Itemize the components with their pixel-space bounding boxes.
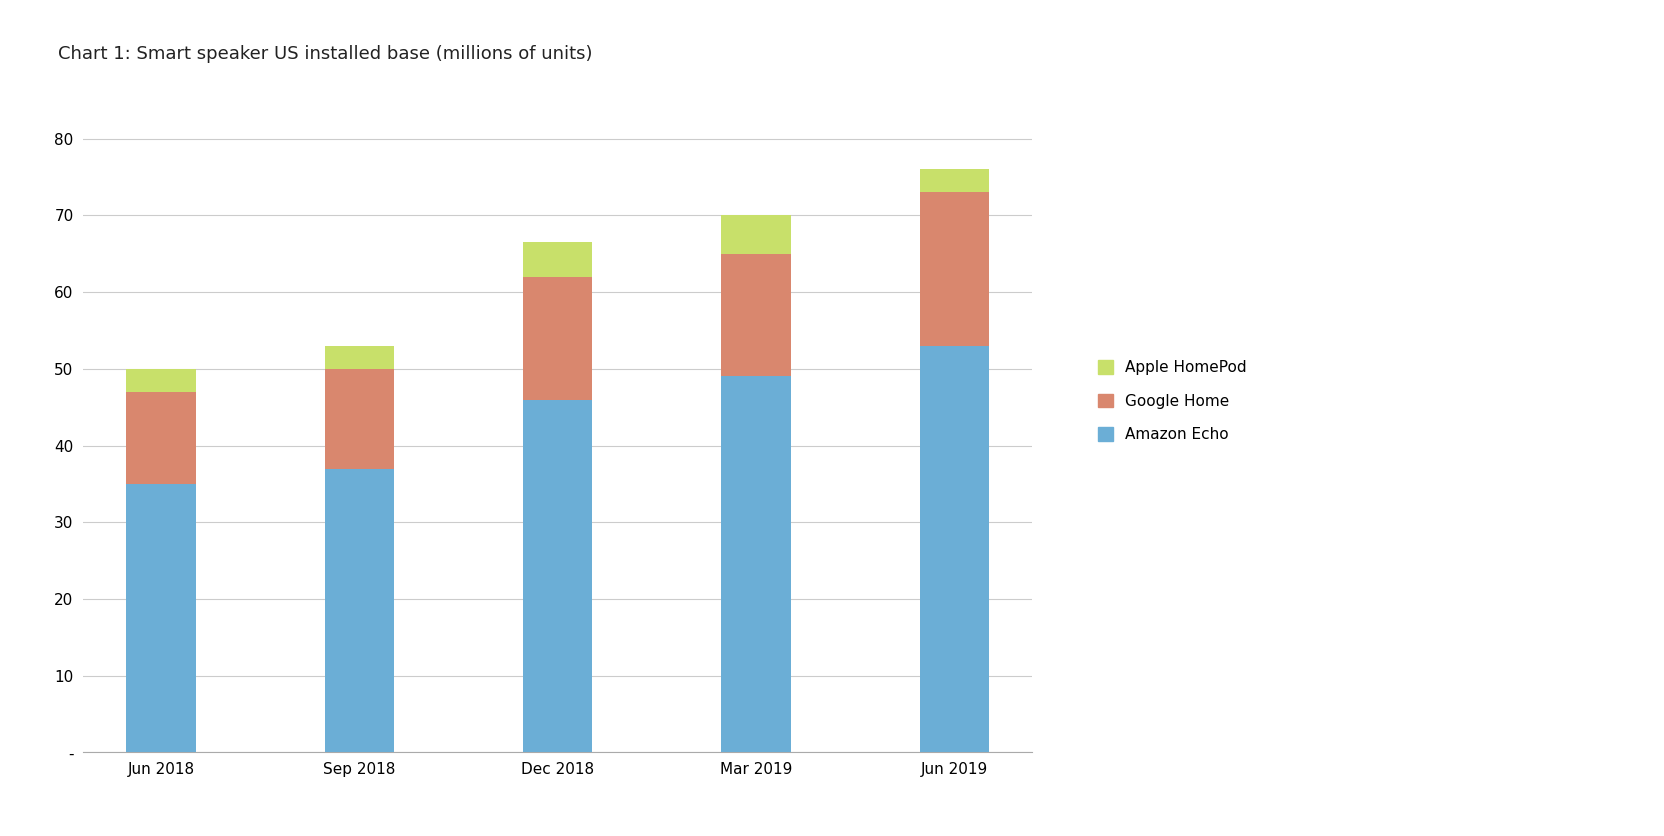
- Bar: [126, 369, 196, 392]
- Bar: [721, 254, 790, 376]
- Bar: [324, 369, 394, 468]
- Bar: [721, 216, 790, 254]
- Bar: [126, 392, 196, 484]
- Text: Chart 1: Smart speaker US installed base (millions of units): Chart 1: Smart speaker US installed base…: [58, 45, 592, 64]
- Bar: [919, 192, 988, 346]
- Bar: [324, 468, 394, 752]
- Bar: [324, 346, 394, 369]
- Bar: [522, 277, 592, 400]
- Bar: [919, 346, 988, 752]
- Bar: [522, 400, 592, 752]
- Bar: [721, 376, 790, 752]
- Bar: [919, 170, 988, 192]
- Bar: [522, 242, 592, 277]
- Bar: [126, 484, 196, 752]
- Legend: Apple HomePod, Google Home, Amazon Echo: Apple HomePod, Google Home, Amazon Echo: [1090, 353, 1253, 450]
